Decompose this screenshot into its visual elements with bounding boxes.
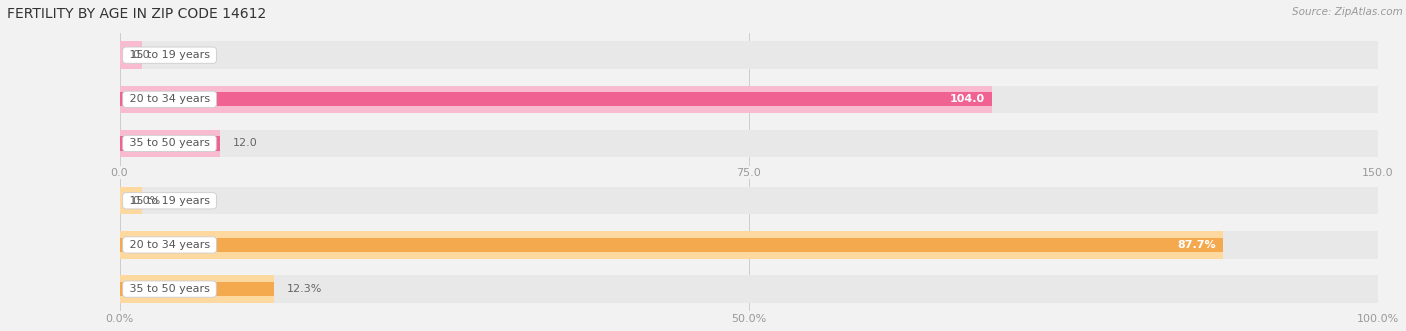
Bar bbox=[120, 187, 142, 214]
Text: 35 to 50 years: 35 to 50 years bbox=[125, 284, 214, 294]
Text: 20 to 34 years: 20 to 34 years bbox=[125, 240, 214, 250]
Bar bbox=[120, 41, 142, 69]
Bar bbox=[120, 130, 221, 157]
Text: 104.0: 104.0 bbox=[949, 94, 984, 104]
Bar bbox=[120, 136, 221, 151]
Bar bbox=[120, 86, 993, 113]
Text: 15 to 19 years: 15 to 19 years bbox=[125, 50, 214, 60]
Text: 12.0: 12.0 bbox=[233, 138, 257, 148]
Text: Source: ZipAtlas.com: Source: ZipAtlas.com bbox=[1292, 7, 1403, 17]
Text: 35 to 50 years: 35 to 50 years bbox=[125, 138, 214, 148]
Bar bbox=[120, 130, 1378, 157]
Text: 0.0: 0.0 bbox=[132, 50, 149, 60]
Bar bbox=[120, 41, 1378, 69]
Text: 15 to 19 years: 15 to 19 years bbox=[125, 196, 214, 206]
Bar bbox=[120, 275, 274, 303]
Text: 0.0%: 0.0% bbox=[132, 196, 160, 206]
Text: 20 to 34 years: 20 to 34 years bbox=[125, 94, 214, 104]
Bar bbox=[120, 231, 1378, 259]
Bar bbox=[120, 187, 1378, 214]
Text: 87.7%: 87.7% bbox=[1177, 240, 1216, 250]
Bar bbox=[120, 282, 274, 296]
Text: FERTILITY BY AGE IN ZIP CODE 14612: FERTILITY BY AGE IN ZIP CODE 14612 bbox=[7, 7, 266, 21]
Bar bbox=[120, 275, 1378, 303]
Bar bbox=[120, 86, 1378, 113]
Bar bbox=[120, 92, 993, 106]
Bar bbox=[120, 238, 1223, 252]
Bar bbox=[120, 231, 1223, 259]
Text: 12.3%: 12.3% bbox=[287, 284, 322, 294]
